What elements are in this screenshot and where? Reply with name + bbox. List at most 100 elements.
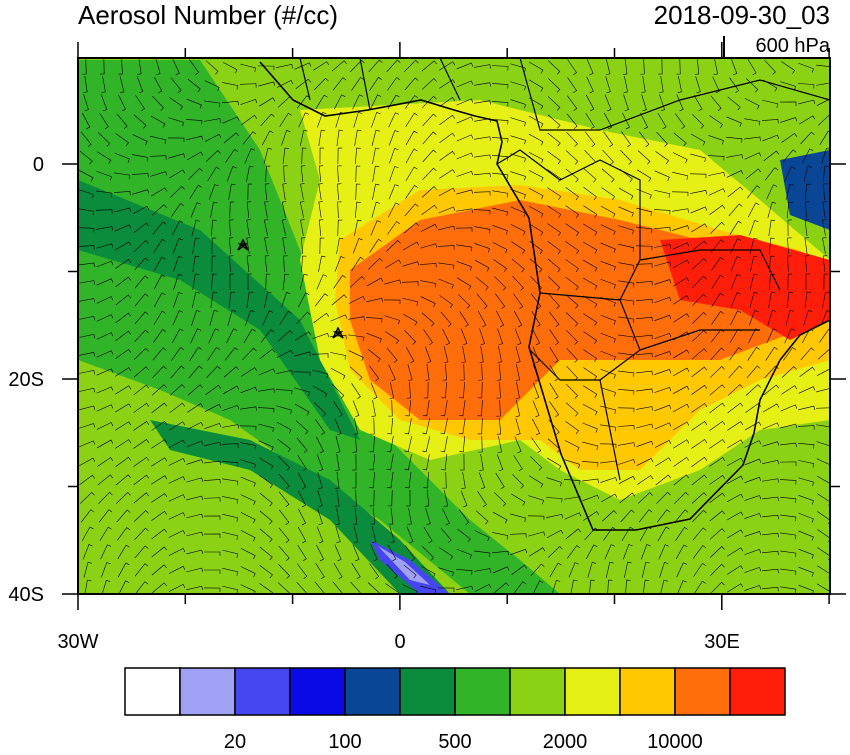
barb [80,131,92,147]
barb [208,328,220,344]
barb [600,260,616,271]
barb [173,273,183,290]
barb [583,331,598,344]
barb [529,223,544,236]
barb [582,494,600,502]
barb [115,349,132,359]
barb [636,334,653,340]
barb [564,479,581,485]
barb [406,381,411,399]
barb [636,226,653,233]
barb [618,475,636,484]
barb [673,295,690,305]
barb [114,241,132,251]
colorbar-label: 2000 [543,731,588,750]
barb [229,273,235,291]
barb [798,115,816,125]
barb [114,224,132,232]
barb [510,513,527,522]
barb [672,421,690,431]
barb [132,134,148,146]
barb [565,223,580,236]
barb [353,418,358,435]
barb [636,423,654,429]
barb [423,329,433,346]
barb [221,461,239,467]
field-band-dark [78,180,360,440]
barb [549,347,559,364]
barb [282,237,287,254]
barb [259,528,273,543]
barb [695,76,701,94]
barb [117,544,130,559]
barb [691,258,707,270]
barb [387,77,401,91]
barb [787,273,793,291]
barb [366,332,382,343]
barb [351,471,357,489]
barb [744,152,762,160]
barb [638,131,650,148]
barb [692,509,707,522]
barb [246,291,254,308]
barb [134,240,149,252]
barb [169,384,185,396]
barb [372,147,380,164]
barb [151,582,167,594]
barb [711,292,724,307]
barb [726,170,744,178]
barb [582,404,598,416]
barb [295,78,312,90]
barb [708,172,725,177]
barb [438,278,454,289]
barb [474,583,492,592]
barb [694,58,700,75]
barb [641,94,647,112]
barb [259,583,273,594]
barb [369,435,375,453]
colorbar-box [674,667,731,716]
barb [439,169,456,179]
barb [405,346,415,364]
barb [728,203,743,217]
barb [474,172,491,178]
barb [618,459,636,465]
barb [762,550,779,556]
barb [294,403,310,416]
barb [822,219,827,236]
barb [169,421,186,431]
barb [529,475,544,488]
barb [784,166,796,182]
barb [693,94,703,112]
barb [744,531,762,537]
barb [78,423,96,429]
barb [565,186,579,201]
barb [240,406,257,411]
barb [265,165,271,183]
barb [203,479,221,484]
barb [186,513,204,519]
barb [474,530,490,542]
barb [456,98,474,106]
barb [636,406,653,411]
barb [318,255,326,272]
barb [585,544,598,560]
barb [548,78,561,93]
barb [532,328,540,346]
barb [153,76,163,94]
barb [240,98,258,105]
barb [744,476,762,483]
barb [749,220,759,236]
barb [636,352,653,358]
barb [331,294,347,306]
barb [278,564,290,579]
barb [749,237,758,254]
barb [96,190,113,198]
barb [479,346,484,363]
barb [676,58,681,75]
barb [276,421,292,434]
barb [330,314,348,322]
barb [97,151,112,164]
barb [314,581,326,594]
barb [491,101,509,107]
